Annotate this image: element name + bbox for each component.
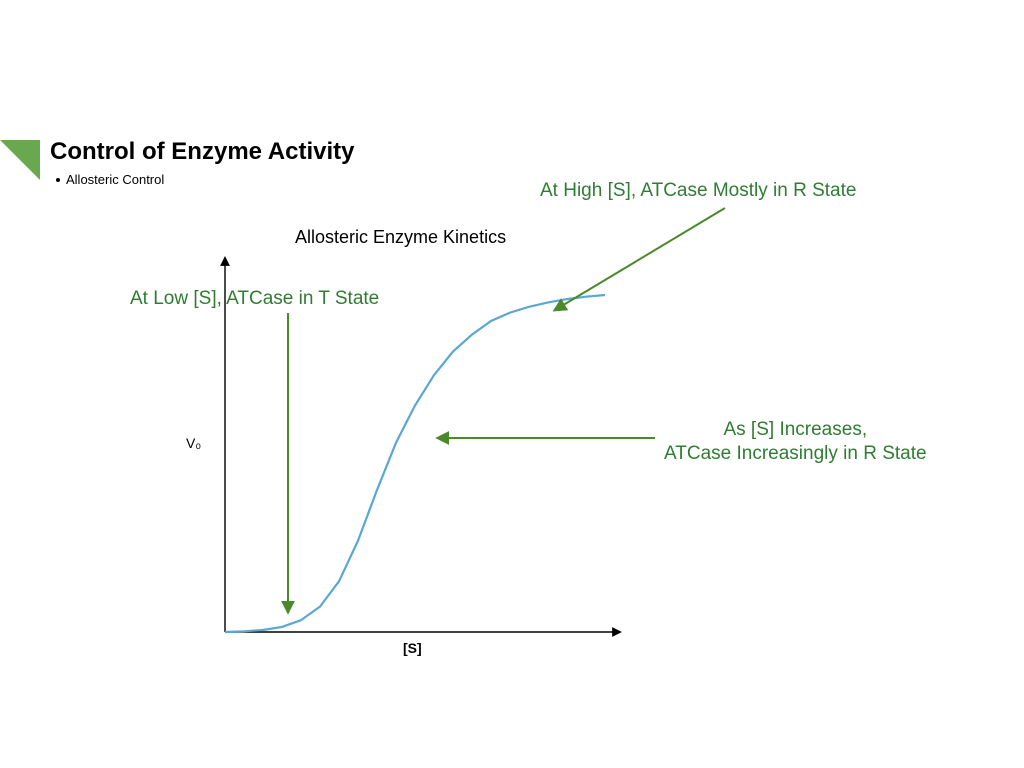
x-axis-label: [S] <box>403 640 422 656</box>
annotation-increasing: As [S] Increases, ATCase Increasingly in… <box>664 418 927 466</box>
annotation-high-s: At High [S], ATCase Mostly in R State <box>540 180 856 202</box>
annotation-low-s: At Low [S], ATCase in T State <box>130 288 379 310</box>
annotation-increasing-line2: ATCase Increasingly in R State <box>664 442 927 466</box>
arrow-high-s <box>555 208 725 310</box>
kinetics-chart <box>0 0 1024 768</box>
slide: Control of Enzyme Activity Allosteric Co… <box>0 0 1024 768</box>
y-axis-label: V₀ <box>186 435 201 451</box>
sigmoid-curve <box>225 295 605 632</box>
annotation-increasing-line1: As [S] Increases, <box>664 418 927 442</box>
